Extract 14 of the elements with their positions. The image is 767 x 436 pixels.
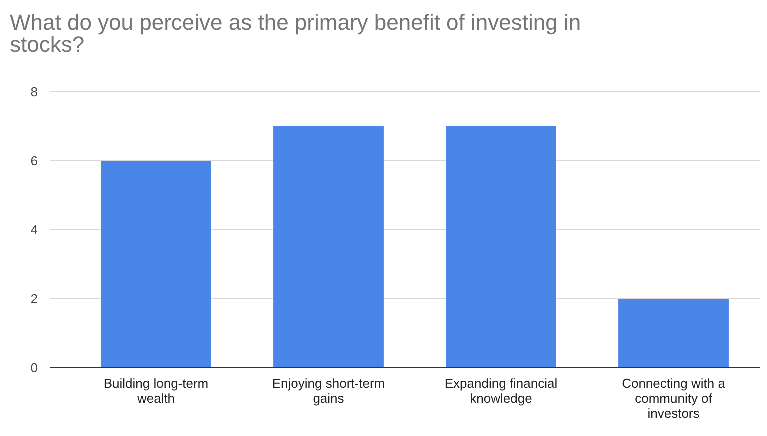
- bar: [101, 161, 212, 368]
- y-tick-label: 6: [30, 154, 38, 169]
- x-tick-label: Enjoying short-term gains: [272, 376, 386, 406]
- y-tick-label: 2: [30, 292, 38, 307]
- x-tick-label: Building long-term wealth: [104, 376, 209, 406]
- y-tick-label: 0: [30, 360, 38, 376]
- y-tick-label: 4: [30, 222, 38, 238]
- bar: [618, 299, 729, 368]
- x-tick-label: Expanding financial knowledge: [444, 376, 558, 406]
- chart-title: What do you perceive as the primary benefit of investing in stocks?: [10, 10, 582, 57]
- y-tick-label: 8: [30, 84, 38, 100]
- x-tick-label: Connecting with a community of investors: [622, 376, 726, 421]
- bar: [446, 126, 556, 368]
- bar: [274, 126, 384, 368]
